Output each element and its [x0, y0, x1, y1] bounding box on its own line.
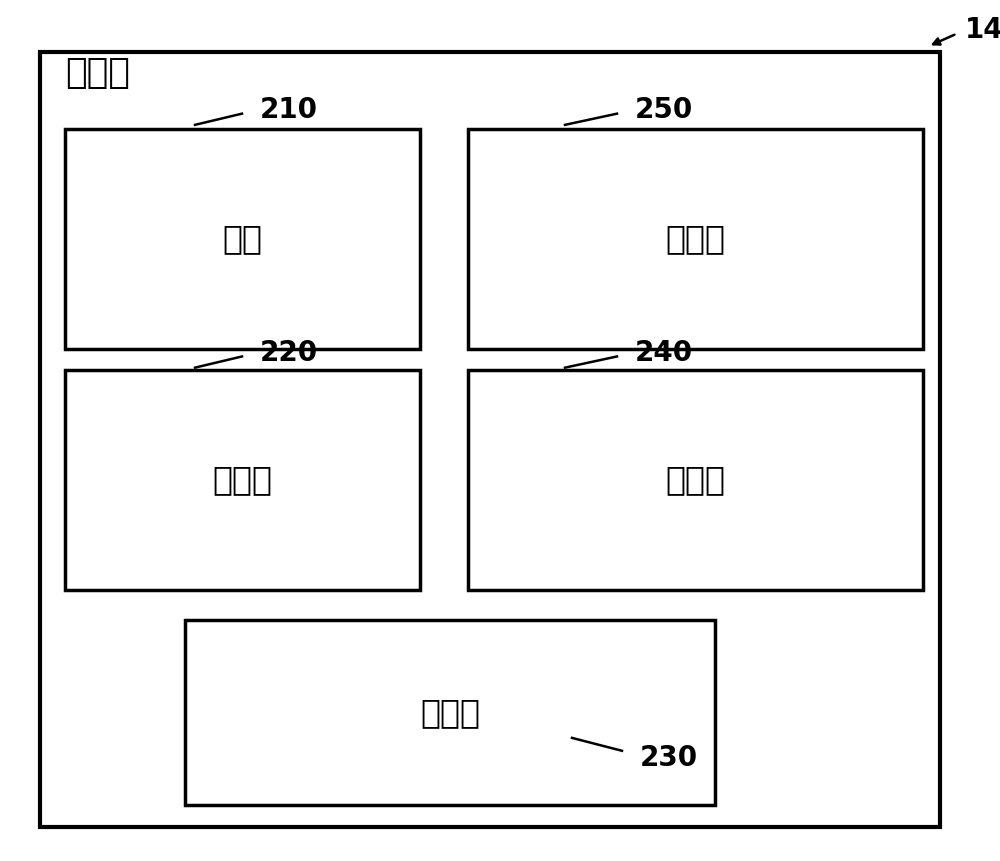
Text: 控制器: 控制器	[666, 463, 726, 497]
Text: 收发器: 收发器	[666, 222, 726, 256]
Bar	[65, 129, 420, 349]
Bar	[468, 370, 923, 590]
Text: 换能器: 换能器	[420, 696, 480, 729]
Text: 传感器: 传感器	[65, 56, 130, 90]
Text: 230: 230	[640, 744, 698, 771]
Text: 140: 140	[965, 16, 1000, 44]
Bar	[185, 620, 715, 805]
Text: 220: 220	[260, 339, 318, 367]
Text: 整流器: 整流器	[212, 463, 272, 497]
Text: 210: 210	[260, 96, 318, 124]
Bar	[65, 370, 420, 590]
Text: 天线: 天线	[222, 222, 262, 256]
Text: 240: 240	[635, 339, 693, 367]
Text: 250: 250	[635, 96, 693, 124]
Bar	[468, 129, 923, 349]
